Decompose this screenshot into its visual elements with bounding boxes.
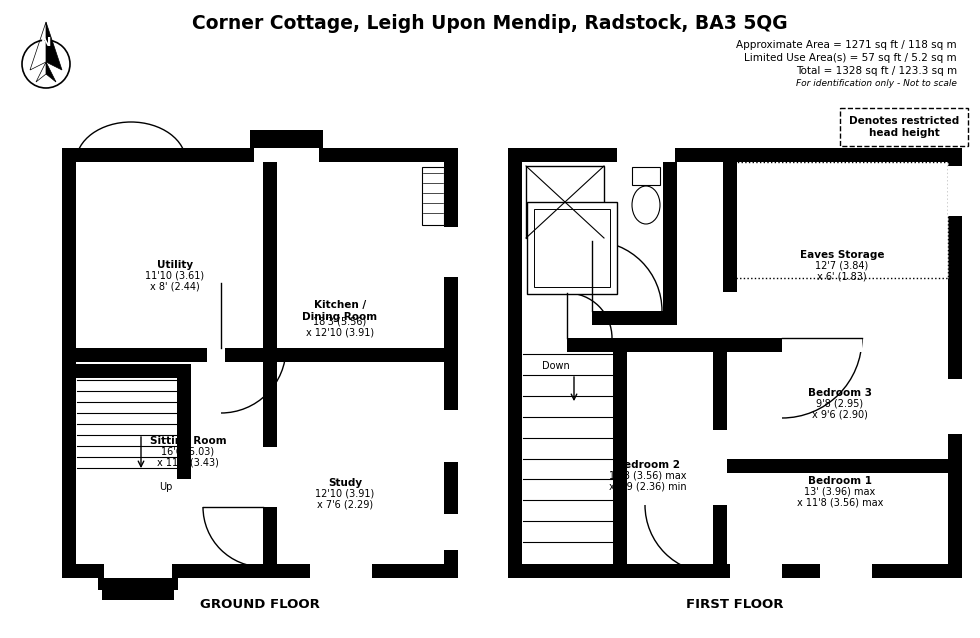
Bar xyxy=(508,148,522,578)
Polygon shape xyxy=(46,62,56,82)
Bar xyxy=(522,338,567,352)
Bar xyxy=(177,364,191,479)
Text: Denotes restricted
head height: Denotes restricted head height xyxy=(849,116,959,138)
Text: Bedroom 1: Bedroom 1 xyxy=(808,476,872,486)
Bar xyxy=(948,166,962,216)
Bar xyxy=(526,166,604,238)
Bar xyxy=(508,338,720,352)
Text: Bedroom 2: Bedroom 2 xyxy=(616,460,680,470)
Text: Total = 1328 sq ft / 123.3 sq m: Total = 1328 sq ft / 123.3 sq m xyxy=(796,66,957,76)
Bar xyxy=(102,590,174,600)
Bar xyxy=(713,459,948,473)
Polygon shape xyxy=(36,62,46,82)
Text: Utility: Utility xyxy=(157,260,193,270)
Text: Down: Down xyxy=(542,361,569,371)
Bar xyxy=(727,338,782,352)
Bar xyxy=(98,578,178,590)
Bar xyxy=(444,514,458,550)
Bar xyxy=(444,148,458,578)
Ellipse shape xyxy=(632,186,660,224)
Bar xyxy=(508,564,962,578)
Text: 11'8 (3.56) max
x 7'9 (2.36) min: 11'8 (3.56) max x 7'9 (2.36) min xyxy=(610,470,687,492)
Text: N: N xyxy=(41,36,51,48)
Text: FIRST FLOOR: FIRST FLOOR xyxy=(686,598,784,611)
Bar xyxy=(713,505,727,564)
Polygon shape xyxy=(30,22,46,70)
Bar xyxy=(62,564,458,578)
Bar xyxy=(250,130,323,148)
Text: For identification only - Not to scale: For identification only - Not to scale xyxy=(796,79,957,88)
Bar xyxy=(522,311,670,325)
Text: Kitchen /
Dining Room: Kitchen / Dining Room xyxy=(303,300,377,322)
Text: Up: Up xyxy=(159,482,172,492)
Bar xyxy=(444,227,458,277)
Text: Eaves Storage: Eaves Storage xyxy=(800,250,884,260)
Bar xyxy=(76,364,191,378)
Bar xyxy=(263,148,277,355)
Bar xyxy=(534,209,610,287)
Bar xyxy=(508,148,730,162)
Bar xyxy=(723,162,737,292)
Text: 11'10 (3.61)
x 8' (2.44): 11'10 (3.61) x 8' (2.44) xyxy=(145,271,205,292)
Text: Study: Study xyxy=(328,478,362,488)
Bar xyxy=(617,148,675,162)
Bar xyxy=(522,311,592,325)
Text: Limited Use Area(s) = 57 sq ft / 5.2 sq m: Limited Use Area(s) = 57 sq ft / 5.2 sq … xyxy=(745,53,957,63)
Bar xyxy=(62,148,458,162)
Bar xyxy=(225,348,263,362)
Bar xyxy=(632,167,660,185)
Bar xyxy=(782,338,862,352)
Text: 12'7 (3.84)
x 6' (1.83): 12'7 (3.84) x 6' (1.83) xyxy=(815,260,868,282)
Text: Sitting Room: Sitting Room xyxy=(150,436,226,446)
Bar xyxy=(527,202,617,294)
Text: Approximate Area = 1271 sq ft / 118 sq m: Approximate Area = 1271 sq ft / 118 sq m xyxy=(736,40,957,50)
Text: GROUND FLOOR: GROUND FLOOR xyxy=(200,598,319,611)
Bar xyxy=(948,148,962,578)
Bar xyxy=(613,338,627,564)
Polygon shape xyxy=(46,22,62,70)
Bar xyxy=(723,338,862,352)
Bar xyxy=(263,355,277,447)
Text: 12'10 (3.91)
x 7'6 (2.29): 12'10 (3.91) x 7'6 (2.29) xyxy=(316,488,374,510)
Bar xyxy=(713,437,727,505)
Bar xyxy=(713,338,727,430)
Bar xyxy=(840,108,968,146)
Bar xyxy=(62,148,76,578)
Text: Bedroom 3: Bedroom 3 xyxy=(808,388,872,398)
Text: 18'3 (5.56)
x 12'10 (3.91): 18'3 (5.56) x 12'10 (3.91) xyxy=(306,316,374,338)
Bar xyxy=(730,162,948,278)
Bar xyxy=(277,348,444,362)
Bar xyxy=(730,148,962,162)
Bar xyxy=(422,167,444,225)
Text: 9'8 (2.95)
x 9'6 (2.90): 9'8 (2.95) x 9'6 (2.90) xyxy=(812,398,868,420)
Bar xyxy=(730,564,782,578)
Bar xyxy=(263,507,277,564)
Bar xyxy=(820,564,872,578)
Bar xyxy=(310,564,372,578)
Bar xyxy=(444,410,458,462)
Bar xyxy=(948,379,962,434)
Bar xyxy=(254,148,319,162)
Bar xyxy=(62,348,207,362)
Bar xyxy=(104,564,172,578)
Text: 13' (3.96) max
x 11'8 (3.56) max: 13' (3.96) max x 11'8 (3.56) max xyxy=(797,486,883,508)
Text: 16'6 (5.03)
x 11'3 (3.43): 16'6 (5.03) x 11'3 (3.43) xyxy=(157,446,219,468)
Text: Corner Cottage, Leigh Upon Mendip, Radstock, BA3 5QG: Corner Cottage, Leigh Upon Mendip, Radst… xyxy=(192,14,788,33)
Bar xyxy=(663,162,677,325)
